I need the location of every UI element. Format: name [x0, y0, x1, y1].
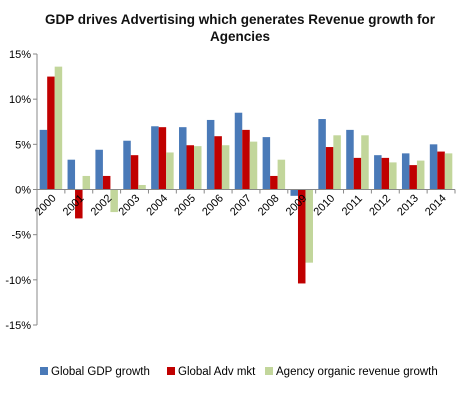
x-tick-label: 2013	[395, 192, 421, 218]
bar-2-2006	[214, 136, 222, 190]
y-tick-label: 5%	[15, 139, 31, 151]
bar-1-2011	[346, 129, 354, 190]
bar-3-2000	[54, 66, 63, 190]
bar-2-2002	[102, 175, 111, 190]
x-tick-label: 2005	[172, 192, 198, 218]
bar-3-2004	[166, 152, 174, 190]
y-tick-label: 10%	[9, 94, 31, 106]
x-tick-label: 2004	[144, 192, 170, 218]
bar-2-2014	[437, 151, 445, 190]
bar-1-2006	[206, 119, 215, 190]
legend-swatch	[167, 367, 175, 375]
bar-1-2001	[67, 159, 76, 190]
bar-2-2004	[158, 127, 167, 190]
legend-label: Global Adv mkt	[178, 366, 256, 378]
bar-1-2000	[39, 129, 48, 190]
bar-3-2011	[361, 135, 369, 190]
bar-2-2011	[353, 157, 362, 190]
legend: Global GDP growth Global Adv mkt Agency or…	[40, 366, 438, 378]
bar-2-2005	[186, 145, 195, 190]
bar-2-2001	[75, 189, 83, 219]
bar-3-2014	[444, 153, 453, 190]
bar-2-2008	[270, 175, 278, 190]
bar-1-2012	[374, 155, 382, 190]
x-tick-label: 2003	[117, 192, 143, 218]
bar-3-2009	[305, 189, 313, 263]
bar-3-2013	[416, 160, 425, 190]
legend-label: Global GDP growth	[51, 366, 150, 378]
bar-1-2010	[318, 119, 326, 190]
x-tick-label: 2007	[228, 192, 254, 218]
bar-1-2004	[151, 126, 159, 190]
bar-2-2009	[297, 189, 306, 284]
bar-1-2007	[234, 112, 243, 190]
x-tick-label: 2001	[61, 192, 87, 218]
y-axis-ticks: 15% 10% 5% 0% -5% -10% -15%	[5, 49, 37, 332]
bar-2-2013	[409, 165, 417, 190]
bar-1-2005	[179, 127, 187, 190]
x-tick-label: 2012	[367, 192, 393, 218]
bar-2-2012	[381, 157, 390, 190]
bar-1-2014	[429, 144, 438, 190]
bar-2-2003	[130, 155, 139, 190]
bar-3-2005	[194, 146, 202, 190]
bars-group	[39, 66, 453, 284]
bar-1-2002	[95, 149, 103, 190]
y-tick-label: -5%	[11, 230, 31, 242]
bar-3-2010	[333, 135, 341, 190]
bar-3-2007	[249, 141, 258, 190]
bar-3-2008	[277, 159, 286, 190]
bar-3-2001	[82, 175, 91, 190]
x-tick-label: 2014	[423, 192, 449, 218]
y-tick-label: -10%	[5, 275, 31, 287]
x-axis-ticks: 2000 2001 2002 2003 2004 2005 2006 2007 2008 2009…	[33, 189, 456, 218]
bar-2-2007	[242, 129, 250, 190]
x-tick-label: 2006	[200, 192, 226, 218]
bar-1-2003	[123, 140, 131, 190]
bar-3-2003	[138, 184, 146, 190]
bar-3-2002	[110, 189, 118, 213]
bar-1-2008	[262, 137, 271, 190]
bar-3-2012	[389, 162, 397, 190]
legend-swatch	[265, 367, 273, 375]
y-tick-label: 0%	[15, 185, 31, 197]
bar-2-2000	[47, 76, 55, 190]
bar-1-2009	[290, 189, 298, 196]
chart-title-line-2: Agencies	[210, 29, 270, 44]
x-tick-label: 2010	[312, 192, 338, 218]
bar-2-2010	[325, 147, 334, 190]
bar-1-2013	[401, 153, 410, 190]
chart-title-line-1: GDP drives Advertising which generates R…	[45, 12, 436, 27]
x-tick-label: 2008	[256, 192, 282, 218]
bar-3-2006	[221, 145, 230, 190]
legend-swatch	[40, 367, 48, 375]
x-tick-label: 2011	[340, 193, 365, 218]
y-tick-label: -15%	[5, 320, 31, 332]
legend-label: Agency organic revenue growth	[276, 366, 438, 378]
y-tick-label: 15%	[9, 49, 31, 61]
